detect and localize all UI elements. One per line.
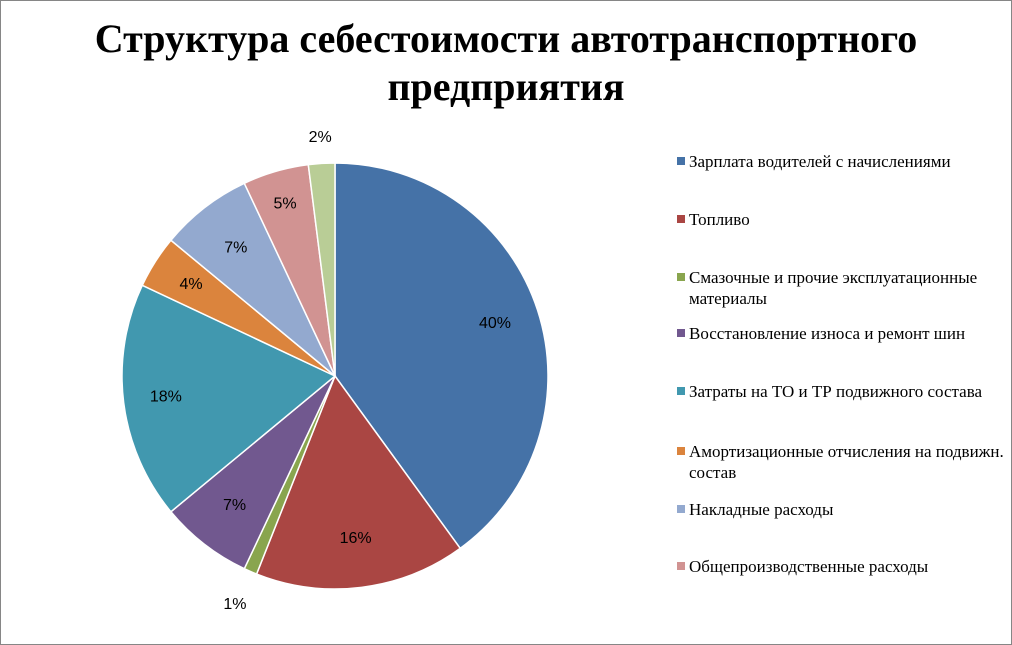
legend-item-1: Зарплата водителей с начислениями: [677, 151, 1007, 172]
legend-item-8: Общепроизводственные расходы: [677, 556, 1007, 577]
data-label-2: 16%: [340, 530, 372, 547]
legend-label: Восстановление износа и ремонт шин: [689, 324, 966, 343]
data-label-8: 5%: [274, 195, 297, 212]
legend-swatch: [677, 447, 685, 455]
data-label-3: 1%: [223, 596, 246, 613]
legend-item-5: Затраты на ТО и ТР подвижного состава: [677, 381, 1007, 402]
legend-label: Топливо: [689, 210, 750, 229]
legend-item-4: Восстановление износа и ремонт шин: [677, 323, 1007, 344]
legend-item-3: Смазочные и прочие эксплуатационные мате…: [677, 267, 1007, 309]
legend-item-2: Топливо: [677, 209, 1007, 230]
legend-label: Затраты на ТО и ТР подвижного состава: [689, 382, 983, 401]
data-label-7: 7%: [224, 239, 247, 256]
pie-slice-9: [307, 162, 336, 377]
data-label-6: 4%: [180, 276, 203, 293]
pie-slice-2: [255, 374, 462, 590]
pie-slice-5: [121, 284, 337, 513]
data-label-9: 2%: [309, 129, 332, 146]
chart-title: Структура себестоимости автотранспортног…: [94, 16, 918, 109]
legend-swatch: [677, 273, 685, 281]
pie-slice-1: [334, 162, 549, 550]
legend-item-7: Накладные расходы: [677, 499, 1007, 520]
legend-item-6: Амортизационные отчисления на подвижн. с…: [677, 441, 1007, 483]
legend-swatch: [677, 157, 685, 165]
legend-label: Зарплата водителей с начислениями: [689, 152, 951, 171]
legend-swatch: [677, 562, 685, 570]
legend-swatch: [677, 387, 685, 395]
data-label-5: 18%: [150, 389, 182, 406]
legend-label: Смазочные и прочие эксплуатационные мате…: [689, 268, 978, 308]
legend-label: Амортизационные отчисления на подвижн. с…: [689, 442, 1004, 482]
legend-swatch: [677, 505, 685, 513]
data-label-4: 7%: [223, 497, 246, 514]
legend-swatch: [677, 215, 685, 223]
legend-label: Накладные расходы: [689, 500, 834, 519]
data-label-1: 40%: [479, 315, 511, 332]
legend-swatch: [677, 329, 685, 337]
legend-label: Общепроизводственные расходы: [689, 557, 929, 576]
